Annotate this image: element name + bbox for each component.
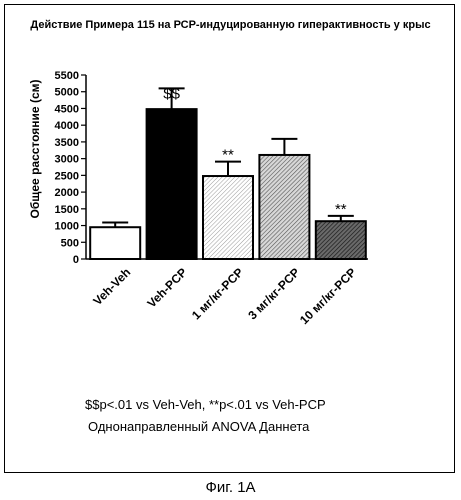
bar (258, 153, 311, 260)
y-axis-label: Общее расстояние (см) (28, 80, 42, 219)
x-tick-label: Veh-PCP (144, 265, 189, 310)
significance-mark: $$ (163, 85, 180, 102)
chart-title: Действие Примера 115 на РСР-индуцированн… (30, 19, 431, 31)
figure-caption: Фиг. 1А (205, 479, 256, 496)
y-tick-label: 5000 (55, 87, 79, 99)
x-tick-label: 1 мг/кг-PCP (189, 265, 246, 322)
y-tick-label: 1000 (55, 221, 79, 233)
y-tick-label: 4500 (55, 103, 79, 115)
y-tick-label: 5500 (55, 70, 79, 82)
y-tick-label: 2500 (55, 170, 79, 182)
y-tick-label: 1500 (55, 204, 79, 216)
y-tick-label: 3500 (55, 137, 79, 149)
significance-note: $$p<.01 vs Veh-Veh, **p<.01 vs Veh-PCP (85, 397, 326, 412)
bar (314, 220, 367, 260)
significance-mark: ** (335, 201, 347, 218)
y-tick-label: 4000 (55, 120, 79, 132)
bar (202, 175, 254, 260)
bar (145, 108, 198, 260)
x-tick-label: Veh-Veh (90, 265, 133, 308)
x-tick-label: 10 мг/кг-PCP (297, 265, 359, 327)
y-tick-label: 2000 (55, 187, 79, 199)
y-tick-label: 500 (61, 237, 79, 249)
x-tick-label: 3 мг/кг-PCP (245, 265, 302, 322)
figure-frame (4, 4, 455, 473)
bar (89, 226, 142, 261)
y-tick-label: 0 (73, 254, 79, 266)
y-tick-label: 3000 (55, 154, 79, 166)
test-note: Однонаправленный ANOVA Даннета (88, 419, 310, 434)
significance-mark: ** (222, 147, 234, 164)
